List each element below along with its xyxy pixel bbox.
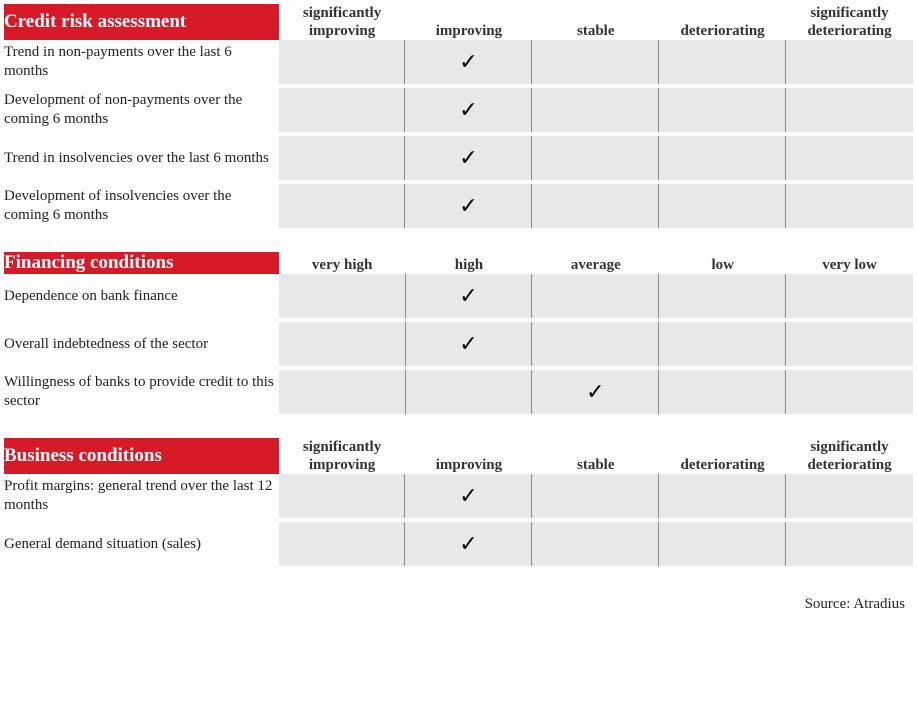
table-row: Trend in insolvencies over the last 6 mo…: [4, 136, 913, 180]
column-header: stable: [532, 4, 659, 40]
value-cell: [786, 136, 913, 180]
assessment-tables: Credit risk assessmentsignificantlyimpro…: [4, 4, 913, 566]
section-title: Financing conditions: [4, 252, 279, 274]
value-cell: [786, 322, 913, 366]
check-icon: ✓: [459, 331, 477, 356]
value-cell: [279, 370, 406, 414]
value-cell: [406, 370, 533, 414]
assessment-table: Credit risk assessmentsignificantlyimpro…: [4, 4, 913, 228]
column-header: significantlydeteriorating: [786, 4, 913, 40]
column-header: improving: [405, 4, 532, 40]
check-icon: ✓: [459, 193, 477, 218]
assessment-section: Business conditionssignificantlyimprovin…: [4, 438, 913, 566]
value-cell: [659, 474, 786, 518]
table-row: General demand situation (sales) ✓: [4, 522, 913, 566]
value-cell: [659, 522, 786, 566]
column-header: high: [406, 252, 533, 274]
source-attribution: Source: Atradius: [4, 590, 913, 613]
value-cell: ✓: [532, 370, 659, 414]
assessment-table: Financing conditionsvery highhighaverage…: [4, 252, 913, 414]
row-label: Development of insolvencies over the com…: [4, 184, 279, 228]
value-cell: ✓: [405, 88, 532, 132]
row-label: Dependence on bank finance: [4, 274, 279, 318]
table-row: Willingness of banks to provide credit t…: [4, 370, 913, 414]
assessment-table: Business conditionssignificantlyimprovin…: [4, 438, 913, 566]
table-row: Profit margins: general trend over the l…: [4, 474, 913, 518]
check-icon: ✓: [586, 379, 604, 404]
value-cell: [659, 88, 786, 132]
table-row: Overall indebtedness of the sector ✓: [4, 322, 913, 366]
table-row: Development of insolvencies over the com…: [4, 184, 913, 228]
value-cell: [532, 274, 659, 318]
value-cell: [532, 522, 659, 566]
value-cell: [786, 88, 913, 132]
check-icon: ✓: [459, 49, 477, 74]
value-cell: ✓: [406, 274, 533, 318]
column-header: significantlyimproving: [279, 438, 406, 474]
check-icon: ✓: [459, 483, 477, 508]
value-cell: [279, 88, 406, 132]
value-cell: ✓: [405, 136, 532, 180]
value-cell: [532, 474, 659, 518]
row-label: General demand situation (sales): [4, 522, 279, 566]
column-header: average: [532, 252, 659, 274]
table-row: Development of non-payments over the com…: [4, 88, 913, 132]
value-cell: [279, 522, 406, 566]
check-icon: ✓: [459, 145, 477, 170]
column-header: very high: [279, 252, 406, 274]
column-header: deteriorating: [659, 438, 786, 474]
column-header: stable: [532, 438, 659, 474]
value-cell: [786, 522, 913, 566]
section-title: Business conditions: [4, 438, 279, 474]
value-cell: [532, 40, 659, 84]
value-cell: ✓: [405, 40, 532, 84]
column-header: significantlyimproving: [279, 4, 406, 40]
value-cell: [659, 274, 786, 318]
column-header: improving: [405, 438, 532, 474]
table-row: Dependence on bank finance ✓: [4, 274, 913, 318]
column-header: significantlydeteriorating: [786, 438, 913, 474]
column-header: very low: [786, 252, 913, 274]
value-cell: [532, 136, 659, 180]
value-cell: [279, 274, 406, 318]
table-row: Trend in non-payments over the last 6 mo…: [4, 40, 913, 84]
value-cell: [786, 40, 913, 84]
check-icon: ✓: [459, 531, 477, 556]
value-cell: [532, 88, 659, 132]
value-cell: [659, 370, 786, 414]
value-cell: [279, 322, 406, 366]
value-cell: [279, 136, 406, 180]
assessment-section: Financing conditionsvery highhighaverage…: [4, 252, 913, 414]
assessment-section: Credit risk assessmentsignificantlyimpro…: [4, 4, 913, 228]
value-cell: [659, 136, 786, 180]
row-label: Profit margins: general trend over the l…: [4, 474, 279, 518]
value-cell: [659, 40, 786, 84]
row-label: Trend in insolvencies over the last 6 mo…: [4, 136, 279, 180]
value-cell: [532, 184, 659, 228]
row-label: Willingness of banks to provide credit t…: [4, 370, 279, 414]
check-icon: ✓: [459, 283, 477, 308]
value-cell: ✓: [405, 522, 532, 566]
value-cell: [786, 184, 913, 228]
value-cell: [532, 322, 659, 366]
value-cell: ✓: [405, 184, 532, 228]
value-cell: [279, 40, 406, 84]
value-cell: [786, 274, 913, 318]
row-label: Trend in non-payments over the last 6 mo…: [4, 40, 279, 84]
value-cell: [659, 184, 786, 228]
column-header: deteriorating: [659, 4, 786, 40]
value-cell: [786, 474, 913, 518]
value-cell: [786, 370, 913, 414]
value-cell: [279, 184, 406, 228]
check-icon: ✓: [459, 97, 477, 122]
row-label: Overall indebtedness of the sector: [4, 322, 279, 366]
value-cell: ✓: [406, 322, 533, 366]
section-title: Credit risk assessment: [4, 4, 279, 40]
column-header: low: [659, 252, 786, 274]
value-cell: [279, 474, 406, 518]
value-cell: ✓: [405, 474, 532, 518]
value-cell: [659, 322, 786, 366]
row-label: Development of non-payments over the com…: [4, 88, 279, 132]
